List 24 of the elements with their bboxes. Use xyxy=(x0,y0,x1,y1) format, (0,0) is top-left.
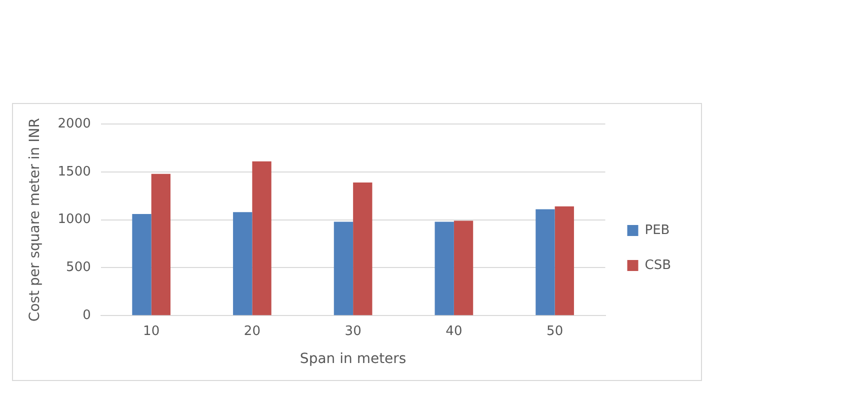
bar xyxy=(536,209,555,316)
bar xyxy=(132,214,152,316)
y-tick-label: 1500 xyxy=(58,164,91,180)
bar xyxy=(454,220,474,316)
y-tick-label: 0 xyxy=(82,308,91,323)
legend-label: PEB xyxy=(644,222,670,238)
x-tick-label: 30 xyxy=(344,324,362,339)
y-tick-label: 1000 xyxy=(58,212,91,228)
bar xyxy=(334,222,354,316)
bar xyxy=(233,212,252,316)
bar xyxy=(252,161,272,316)
y-tick-label: 500 xyxy=(66,260,91,276)
x-tick-label: 40 xyxy=(446,324,462,339)
x-tick-label: 10 xyxy=(143,324,160,339)
x-axis-title: Span in meters xyxy=(300,351,406,368)
bar xyxy=(554,206,574,316)
y-axis-title: Cost per square meter in INR xyxy=(27,118,44,322)
bar xyxy=(353,182,372,316)
y-tick-label: 2000 xyxy=(58,116,91,132)
bar xyxy=(434,222,454,316)
legend-label: CSB xyxy=(644,258,671,273)
x-tick-label: 50 xyxy=(546,324,564,339)
bar xyxy=(151,174,170,316)
x-tick-label: 20 xyxy=(244,324,260,339)
